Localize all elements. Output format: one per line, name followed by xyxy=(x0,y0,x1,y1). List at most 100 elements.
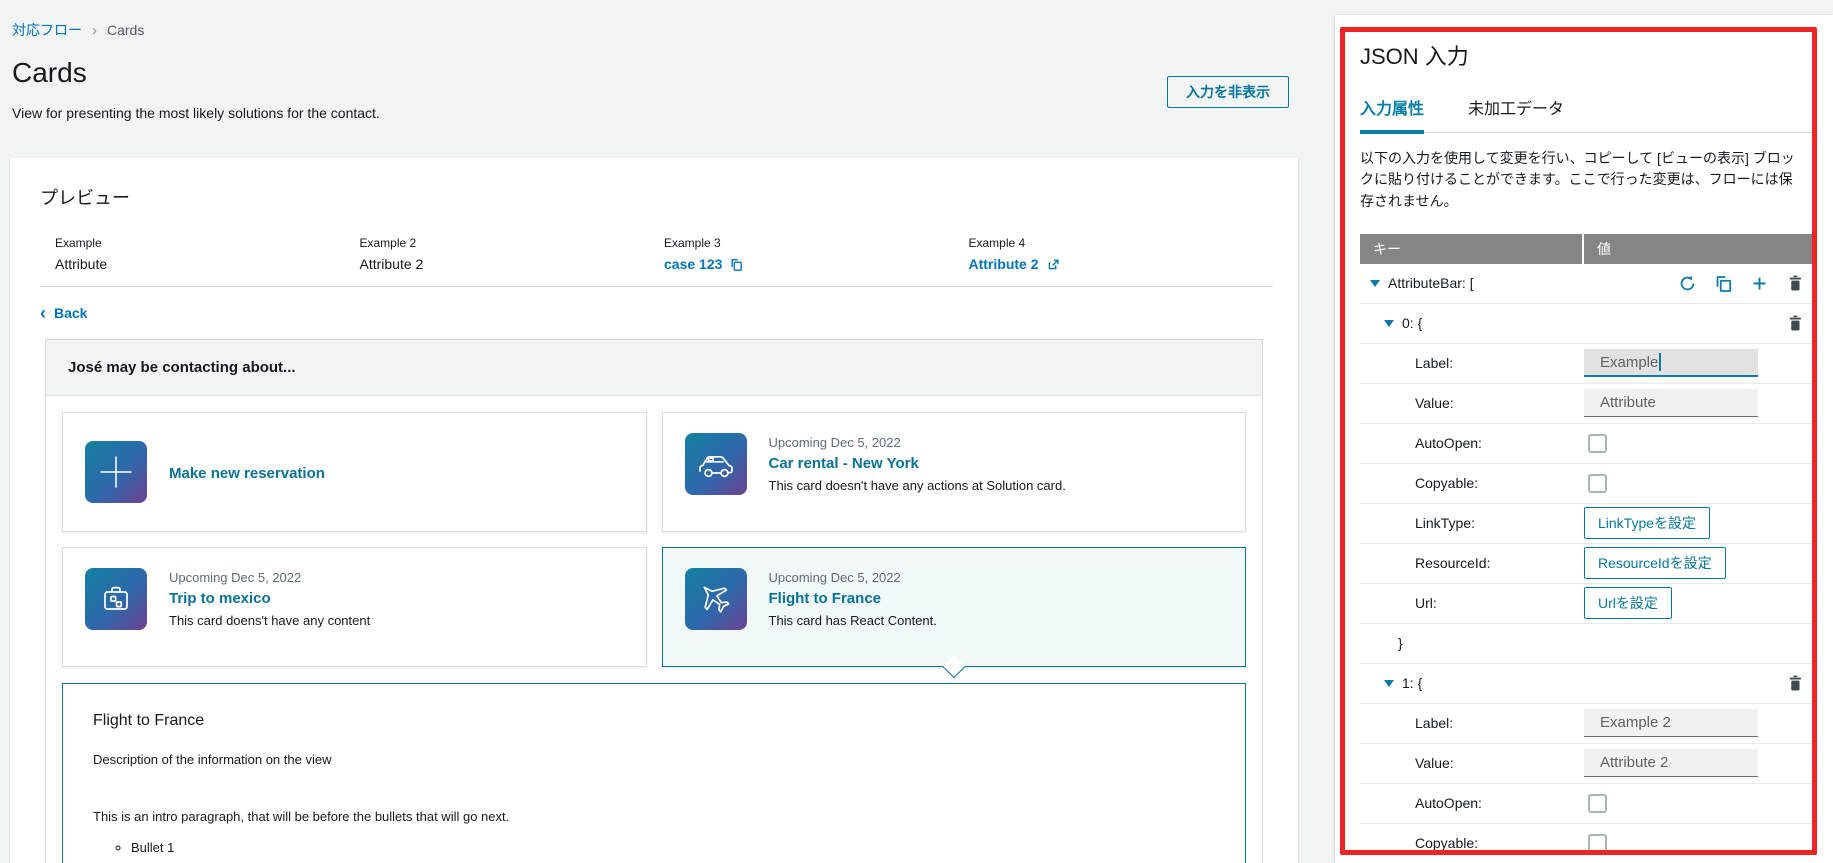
tab-input-attributes[interactable]: 入力属性 xyxy=(1360,95,1425,134)
table-row-field: AutoOpen: xyxy=(1360,424,1812,464)
autoopen-checkbox[interactable] xyxy=(1588,433,1607,453)
attribute-link[interactable]: Attribute 2 xyxy=(968,256,1039,272)
json-panel-title: JSON 入力 xyxy=(1360,44,1469,69)
card-detail-panel: Flight to France Description of the info… xyxy=(62,683,1246,863)
solution-card-trip-to-mexico[interactable]: Upcoming Dec 5, 2022 Trip to mexico This… xyxy=(62,547,647,667)
table-row-field: Copyable: xyxy=(1360,464,1812,504)
page-header: 対応フロー › Cards Cards View for presenting … xyxy=(12,20,1298,122)
attribute-bar-item: Example 3 case 123 xyxy=(664,236,969,272)
label-input[interactable]: Example xyxy=(1584,349,1758,378)
copy-icon[interactable] xyxy=(1714,274,1733,293)
breadcrumb-separator-icon: › xyxy=(92,21,97,39)
table-row-field: ResourceId: ResourceIdを設定 xyxy=(1360,544,1812,584)
preview-container: プレビュー Example Attribute Example 2 Attrib… xyxy=(10,158,1298,863)
attribute-bar-item: Example Attribute xyxy=(55,236,360,272)
contact-container: José may be contacting about... Make new… xyxy=(45,339,1263,863)
label-input[interactable]: Example 2 xyxy=(1584,709,1758,738)
copyable-checkbox[interactable] xyxy=(1588,473,1607,493)
caret-down-icon[interactable] xyxy=(1384,679,1394,687)
back-link[interactable]: ‹ Back xyxy=(40,303,110,323)
table-row-field: Url: Urlを設定 xyxy=(1360,584,1812,624)
trash-icon[interactable] xyxy=(1786,674,1804,692)
input-value: Attribute xyxy=(1600,394,1656,412)
field-label: Copyable: xyxy=(1415,475,1479,492)
card-subtitle: Upcoming Dec 5, 2022 xyxy=(768,570,901,585)
hide-input-button[interactable]: 入力を非表示 xyxy=(1167,76,1289,108)
set-linktype-button[interactable]: LinkTypeを設定 xyxy=(1584,507,1711,540)
tab-raw-data[interactable]: 未加工データ xyxy=(1468,101,1565,118)
page-description: View for presenting the most likely solu… xyxy=(12,105,380,121)
field-label: AutoOpen: xyxy=(1415,795,1482,812)
card-subtitle: Upcoming Dec 5, 2022 xyxy=(768,435,901,450)
table-row-field: Copyable: xyxy=(1360,824,1812,863)
root-key-label: AttributeBar: [ xyxy=(1388,275,1474,292)
table-row-attributebar: AttributeBar: [ xyxy=(1360,264,1812,304)
add-icon[interactable] xyxy=(1750,274,1769,293)
card-title-link[interactable]: Make new reservation xyxy=(169,464,325,482)
attribute-label: Example 3 xyxy=(664,236,721,250)
plus-icon xyxy=(85,441,147,503)
suitcase-icon xyxy=(85,568,147,630)
card-description: This card doens't have any content xyxy=(169,613,371,628)
field-label: Url: xyxy=(1415,595,1437,612)
trash-icon[interactable] xyxy=(1786,274,1804,292)
text-cursor xyxy=(1659,353,1661,372)
copyable-checkbox[interactable] xyxy=(1588,833,1607,853)
table-row-close-brace: } xyxy=(1360,624,1812,664)
caret-down-icon[interactable] xyxy=(1384,319,1394,327)
field-label: Value: xyxy=(1415,755,1454,772)
detail-title: Flight to France xyxy=(93,712,205,729)
table-row-field: Label: Example xyxy=(1360,344,1812,384)
selected-card-caret xyxy=(942,655,966,679)
attribute-label: Example 4 xyxy=(968,236,1026,250)
refresh-icon[interactable] xyxy=(1678,274,1697,293)
attribute-bar-item: Example 2 Attribute 2 xyxy=(360,236,665,272)
solution-cards-grid: Make new reservation Upcoming Dec 5, 202… xyxy=(62,412,1246,679)
detail-bullet-list: Bullet 1 xyxy=(93,840,1215,855)
solution-card-car-rental[interactable]: Upcoming Dec 5, 2022 Car rental - New Yo… xyxy=(661,412,1246,532)
set-url-button[interactable]: Urlを設定 xyxy=(1584,587,1672,620)
solution-card-flight-to-france[interactable]: Upcoming Dec 5, 2022 Flight to France Th… xyxy=(661,547,1246,679)
chevron-left-icon: ‹ xyxy=(40,303,46,323)
external-link-icon[interactable] xyxy=(1046,257,1061,272)
table-row-field: Value: Attribute 2 xyxy=(1360,744,1812,784)
preview-title: プレビュー xyxy=(40,188,130,208)
card-title-link[interactable]: Trip to mexico xyxy=(169,590,271,607)
breadcrumb: 対応フロー › Cards xyxy=(12,20,1298,40)
field-label: Copyable: xyxy=(1415,835,1479,852)
input-value: Example xyxy=(1600,353,1659,371)
set-resourceid-button[interactable]: ResourceIdを設定 xyxy=(1584,547,1726,580)
contact-header: José may be contacting about... xyxy=(46,340,1262,396)
car-icon xyxy=(684,433,747,495)
object-index-label: 0: { xyxy=(1402,315,1423,332)
autoopen-checkbox[interactable] xyxy=(1588,793,1607,813)
breadcrumb-home-link[interactable]: 対応フロー xyxy=(12,22,82,38)
object-index-label: 1: { xyxy=(1402,675,1423,692)
field-label: LinkType: xyxy=(1415,515,1475,532)
page-title: Cards xyxy=(12,57,87,88)
table-row-field: Value: Attribute xyxy=(1360,384,1812,424)
attribute-value: Attribute 2 xyxy=(359,256,424,272)
caret-down-icon[interactable] xyxy=(1370,279,1380,287)
value-column-header: 値 xyxy=(1584,233,1812,264)
card-subtitle: Upcoming Dec 5, 2022 xyxy=(169,570,302,585)
table-row-field: AutoOpen: xyxy=(1360,784,1812,824)
trash-icon[interactable] xyxy=(1786,314,1804,332)
divider xyxy=(40,286,1273,287)
case-link[interactable]: case 123 xyxy=(664,256,723,272)
attribute-value: Attribute xyxy=(55,256,108,272)
table-row-field: Label: Example 2 xyxy=(1360,704,1812,744)
card-title-link[interactable]: Car rental - New York xyxy=(768,455,919,472)
attribute-label: Example xyxy=(55,236,102,250)
contact-body: Make new reservation Upcoming Dec 5, 202… xyxy=(46,396,1262,863)
close-brace-label: } xyxy=(1398,635,1403,652)
card-title-link[interactable]: Flight to France xyxy=(768,590,882,607)
value-input[interactable]: Attribute 2 xyxy=(1584,749,1758,778)
attribute-label: Example 2 xyxy=(359,236,417,250)
card-description: This card has React Content. xyxy=(768,613,937,628)
attribute-bar-item: Example 4 Attribute 2 xyxy=(969,236,1274,272)
solution-card-make-new-reservation[interactable]: Make new reservation xyxy=(62,412,647,532)
copy-icon[interactable] xyxy=(729,257,744,272)
value-input[interactable]: Attribute xyxy=(1584,389,1758,418)
